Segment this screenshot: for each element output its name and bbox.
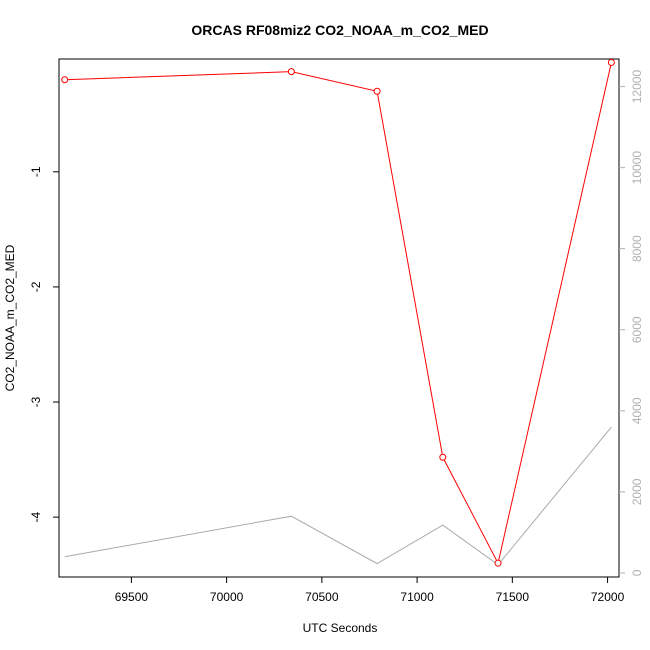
y2-tick-label: 6000 [630,316,644,343]
series-layer [61,58,615,567]
y2-tick-label: 4000 [630,397,644,424]
chart-title: ORCAS RF08miz2 CO2_NOAA_m_CO2_MED [191,22,488,38]
y2-tick-label: 12000 [630,70,644,104]
primary-series-line [64,62,612,565]
data-point [61,76,69,84]
y-tick-label: -4 [29,511,43,522]
y2-tick-label: 2000 [630,478,644,505]
y-tick-label: -2 [29,281,43,292]
secondary-series-line [64,426,612,566]
x-tick-label: 71500 [496,590,530,604]
x-axis: 69500 70000 70500 71000 71500 72000 [115,577,625,604]
y2-tick-label: 0 [630,569,644,576]
x-tick-label: 70000 [210,590,244,604]
data-point [373,87,381,95]
data-point [287,68,295,76]
y-tick-label: -1 [29,166,43,177]
y-axis: -1 -2 -3 -4 [29,166,59,522]
plot-frame [58,58,620,578]
y-axis-label: CO2_NOAA_m_CO2_MED [3,244,17,391]
y-tick-label: -3 [29,396,43,407]
x-tick-label: 69500 [115,590,149,604]
x-axis-label: UTC Seconds [303,621,378,635]
y2-tick-label: 10000 [630,151,644,185]
data-point [494,559,502,567]
data-point [439,453,447,461]
secondary-y-axis: 0 2000 4000 6000 8000 10000 12000 [619,70,644,576]
x-tick-label: 72000 [591,590,625,604]
x-tick-label: 71000 [400,590,434,604]
x-tick-label: 70500 [305,590,339,604]
y2-tick-label: 8000 [630,235,644,262]
data-point [607,58,615,66]
